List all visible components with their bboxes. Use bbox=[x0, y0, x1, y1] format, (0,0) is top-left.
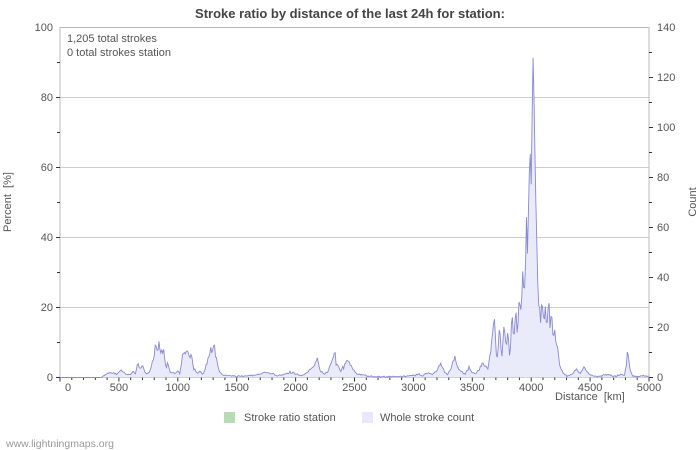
svg-text:4500: 4500 bbox=[578, 382, 602, 394]
svg-text:60: 60 bbox=[657, 222, 669, 234]
svg-text:4000: 4000 bbox=[519, 382, 543, 394]
svg-text:140: 140 bbox=[657, 22, 675, 34]
svg-text:40: 40 bbox=[657, 272, 669, 284]
svg-text:80: 80 bbox=[41, 92, 53, 104]
svg-text:100: 100 bbox=[35, 22, 53, 34]
svg-text:0: 0 bbox=[65, 382, 71, 394]
svg-text:Stroke ratio station: Stroke ratio station bbox=[244, 412, 336, 424]
svg-text:0: 0 bbox=[47, 372, 53, 384]
svg-text:2000: 2000 bbox=[283, 382, 307, 394]
svg-text:40: 40 bbox=[41, 232, 53, 244]
svg-text:80: 80 bbox=[657, 172, 669, 184]
svg-text:1000: 1000 bbox=[166, 382, 190, 394]
svg-text:20: 20 bbox=[657, 322, 669, 334]
svg-text:Whole stroke count: Whole stroke count bbox=[380, 412, 474, 424]
svg-text:3500: 3500 bbox=[460, 382, 484, 394]
svg-text:3000: 3000 bbox=[401, 382, 425, 394]
svg-text:500: 500 bbox=[110, 382, 128, 394]
svg-text:2500: 2500 bbox=[342, 382, 366, 394]
svg-text:1500: 1500 bbox=[224, 382, 248, 394]
svg-text:20: 20 bbox=[41, 302, 53, 314]
svg-text:5000: 5000 bbox=[637, 382, 661, 394]
svg-text:60: 60 bbox=[41, 162, 53, 174]
svg-text:100: 100 bbox=[657, 122, 675, 134]
svg-text:120: 120 bbox=[657, 72, 675, 84]
